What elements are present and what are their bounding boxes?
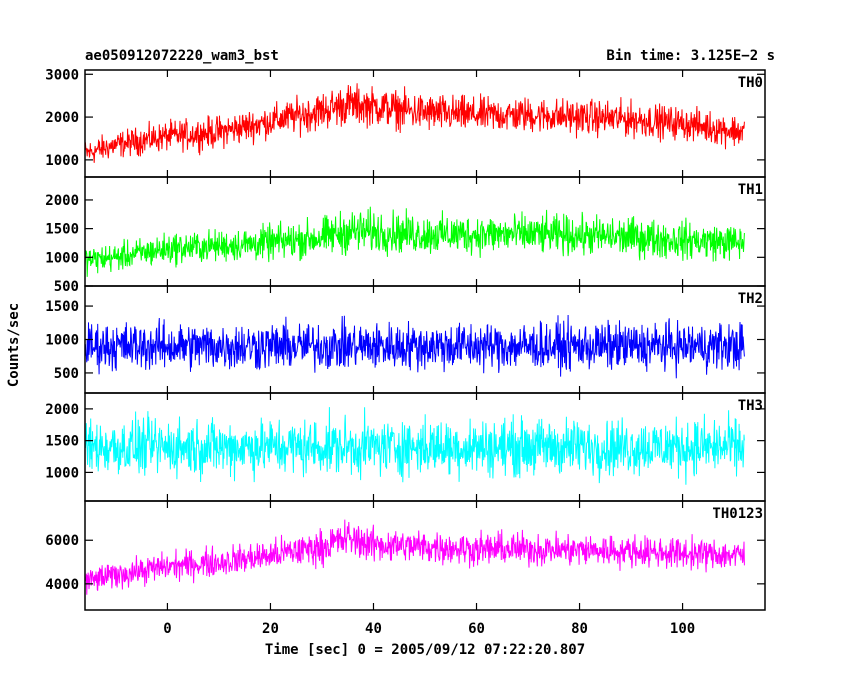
y-tick-label: 3000 bbox=[45, 67, 79, 83]
y-tick-label: 2000 bbox=[45, 193, 79, 209]
y-tick-label: 2000 bbox=[45, 402, 79, 418]
y-tick-label: 1000 bbox=[45, 250, 79, 266]
panel-label-th0: TH0 bbox=[738, 75, 763, 91]
x-tick-label: 100 bbox=[670, 621, 695, 637]
series-line-th1 bbox=[84, 206, 745, 277]
series-line-th0123 bbox=[84, 519, 745, 595]
panel-th0: 1000 2000 3000 TH0 bbox=[45, 67, 766, 178]
panel-th0123: 4000 6000 TH0123 bbox=[45, 500, 766, 611]
panel-label-th1: TH1 bbox=[738, 182, 763, 198]
x-tick-label: 20 bbox=[262, 621, 279, 637]
panel-label-th0123: TH0123 bbox=[712, 506, 763, 522]
series-line-th3 bbox=[84, 407, 745, 485]
x-tick-label: 80 bbox=[571, 621, 588, 637]
y-tick-label: 1000 bbox=[45, 153, 79, 169]
x-tick-label: 40 bbox=[365, 621, 382, 637]
y-tick-label: 1000 bbox=[45, 333, 79, 349]
y-tick-label: 1000 bbox=[45, 465, 79, 481]
y-tick-label: 500 bbox=[54, 279, 79, 295]
panel-th3: 1000 1500 2000 TH3 bbox=[45, 392, 766, 502]
panel-th2: 500 1000 1500 TH2 bbox=[45, 285, 766, 394]
x-tick-label: 0 bbox=[163, 621, 171, 637]
y-tick-label: 4000 bbox=[45, 577, 79, 593]
panel-label-th2: TH2 bbox=[738, 291, 763, 307]
panel-th1: 500 1000 1500 2000 TH1 bbox=[45, 176, 766, 295]
y-axis-label: Counts/sec bbox=[6, 303, 22, 387]
series-line-th0 bbox=[84, 83, 745, 163]
panel-frame bbox=[84, 500, 766, 611]
y-tick-label: 1500 bbox=[45, 299, 79, 315]
panel-label-th3: TH3 bbox=[738, 398, 763, 414]
chart-title: ae050912072220_wam3_bst bbox=[85, 48, 279, 64]
bin-time-label: Bin time: 3.125E−2 s bbox=[606, 48, 775, 64]
x-axis-label: Time [sec] 0 = 2005/09/12 07:22:20.807 bbox=[265, 642, 585, 658]
x-tick-label: 60 bbox=[468, 621, 485, 637]
y-tick-label: 2000 bbox=[45, 110, 79, 126]
y-tick-label: 1500 bbox=[45, 434, 79, 450]
y-tick-label: 6000 bbox=[45, 533, 79, 549]
y-tick-label: 500 bbox=[54, 366, 79, 382]
y-tick-label: 1500 bbox=[45, 222, 79, 238]
series-line-th2 bbox=[84, 314, 745, 379]
